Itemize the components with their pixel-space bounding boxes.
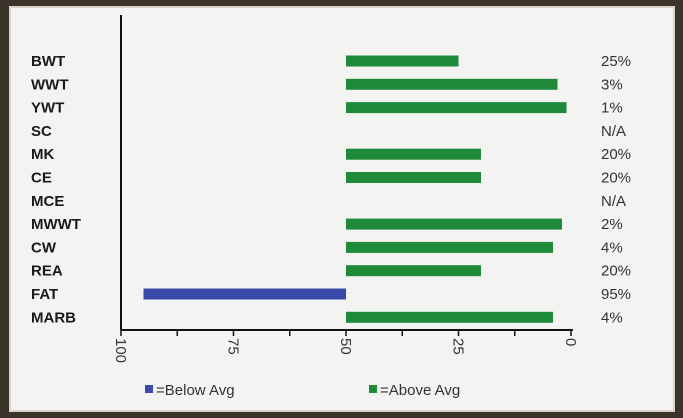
value-label: 2% [601,216,623,233]
legend-above-label: =Above Avg [380,382,460,399]
value-label: 4% [601,309,623,326]
x-axis-ticks: 100 75 50 25 0 [112,330,579,363]
bar [346,78,558,90]
x-tick-label: 100 [112,338,129,363]
value-label: 20% [601,170,631,187]
category-label: MK [31,146,54,163]
x-tick-label: 75 [225,338,242,355]
legend-below-swatch [145,385,153,393]
category-label: SC [31,123,52,140]
bar [346,102,567,114]
value-label: 20% [601,263,631,280]
bar [346,55,459,67]
value-labels: 25% 3% 1% N/A 20% 20% N/A 2% 4% 20% 95% 4% [601,53,631,326]
bars-group [143,55,567,323]
bar [346,311,553,323]
category-labels: BWT WWT YWT SC MK CE MCE MWWT CW REA FAT MARB [31,53,81,326]
category-label: WWT [31,76,68,93]
legend-above-swatch [369,385,377,393]
legend: =Below Avg =Above Avg [145,382,460,399]
value-label: 4% [601,239,623,256]
category-label: YWT [31,100,64,117]
category-label: REA [31,263,63,280]
category-label: MCE [31,193,64,210]
value-label: 95% [601,286,631,303]
value-label: N/A [601,193,626,210]
bar [346,265,481,277]
category-label: BWT [31,53,65,70]
category-label: CE [31,170,52,187]
x-tick-label: 25 [450,338,467,355]
bar [346,218,562,230]
category-label: MARB [31,309,76,326]
category-label: FAT [31,286,58,303]
bar [143,288,346,300]
legend-below-label: =Below Avg [156,382,235,399]
category-label: CW [31,239,57,256]
bar [346,172,481,183]
value-label: 1% [601,100,623,117]
bar [346,241,553,253]
value-label: 3% [601,76,623,93]
category-label: MWWT [31,216,81,233]
x-tick-label: 50 [337,338,354,355]
x-tick-label: 0 [562,338,579,346]
value-label: 25% [601,53,631,70]
value-label: 20% [601,146,631,163]
value-label: N/A [601,123,626,140]
bar [346,148,481,160]
